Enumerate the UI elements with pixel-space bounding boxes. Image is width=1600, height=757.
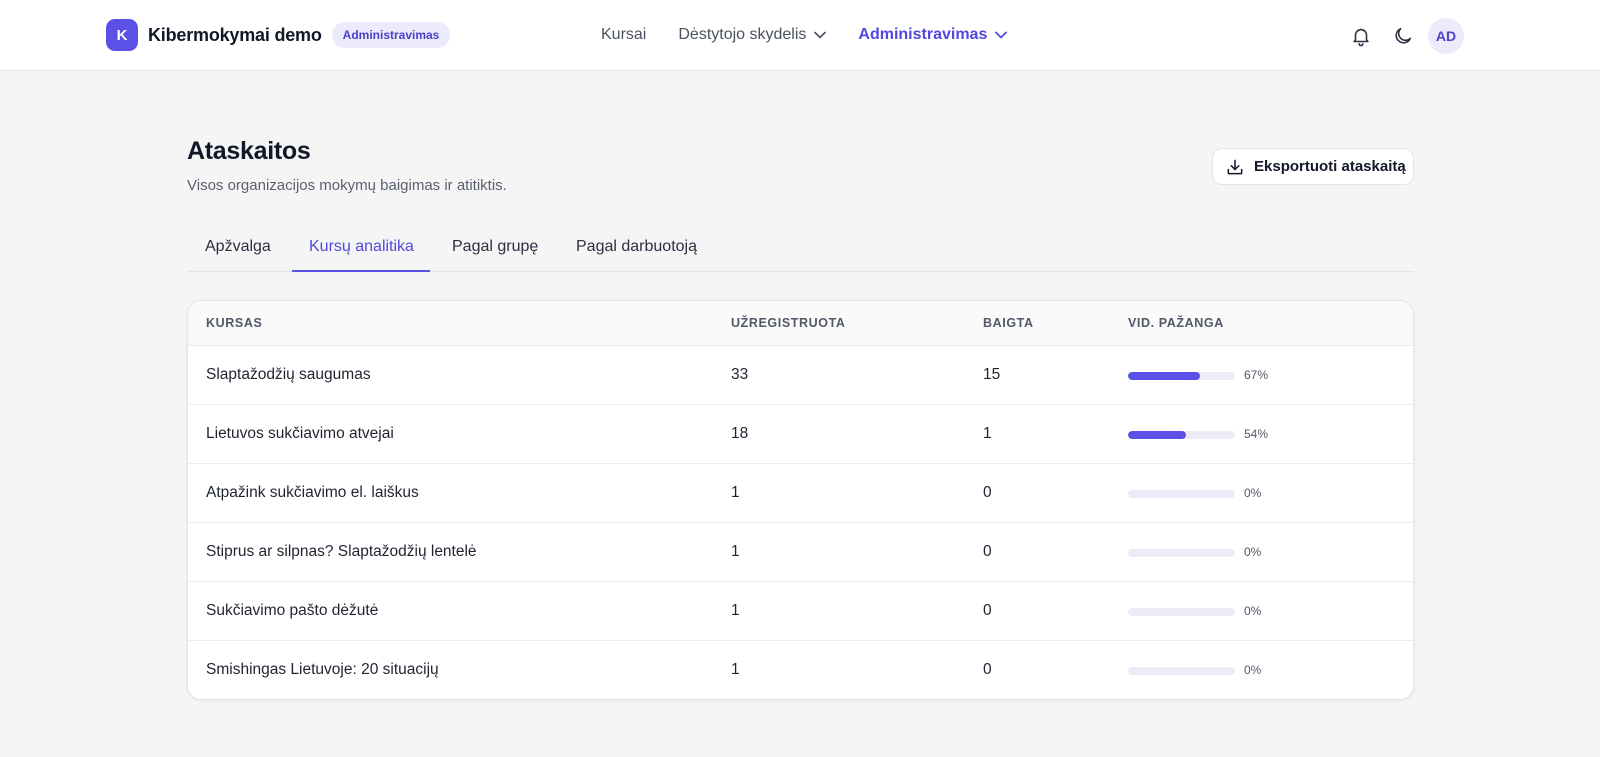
nav-item-label: Administravimas	[858, 26, 988, 43]
progress-bar	[1128, 372, 1235, 380]
course-name[interactable]: Atpažink sukčiavimo el. laiškus	[206, 484, 419, 501]
report-tabs: Apžvalga Kursų analitika Pagal grupę Pag…	[187, 226, 1414, 272]
moon-icon	[1395, 27, 1412, 44]
table-row[interactable]: Atpažink sukčiavimo el. laiškus 1 0 0%	[188, 464, 1413, 523]
completed-count: 0	[983, 484, 992, 501]
tab-label: Apžvalga	[205, 238, 271, 255]
enrolled-count: 18	[731, 425, 749, 442]
enrolled-count: 1	[731, 602, 740, 619]
export-button-label: Eksportuoti ataskaitą	[1254, 158, 1406, 175]
header-actions: AD	[1344, 18, 1464, 54]
progress-bar	[1128, 490, 1235, 498]
column-header-enrolled[interactable]: UŽREGISTRUOTA	[731, 316, 846, 330]
table-row[interactable]: Lietuvos sukčiavimo atvejai 18 1 54%	[188, 405, 1413, 464]
progress-percent: 54%	[1244, 427, 1269, 441]
tab-label: Pagal grupę	[452, 238, 539, 255]
nav-item-administravimas[interactable]: Administravimas	[858, 26, 1008, 44]
nav-item-kursai[interactable]: Kursai	[601, 26, 646, 44]
completed-count: 0	[983, 602, 992, 619]
tab-apzvalga[interactable]: Apžvalga	[187, 226, 287, 272]
progress-percent: 0%	[1244, 663, 1262, 677]
course-name[interactable]: Slaptažodžių saugumas	[206, 366, 371, 383]
course-name[interactable]: Sukčiavimo pašto dėžutė	[206, 602, 379, 619]
chevron-down-icon	[814, 31, 827, 39]
completed-count: 0	[983, 543, 992, 560]
enrolled-count: 33	[731, 366, 749, 383]
course-name[interactable]: Lietuvos sukčiavimo atvejai	[206, 425, 394, 442]
page-subtitle: Visos organizacijos mokymų baigimas ir a…	[187, 177, 507, 194]
progress-percent: 0%	[1244, 545, 1262, 559]
table-row[interactable]: Stiprus ar silpnas? Slaptažodžių lentelė…	[188, 523, 1413, 582]
nav-item-destytojo-skydelis[interactable]: Dėstytojo skydelis	[678, 26, 827, 44]
completed-count: 15	[983, 366, 1001, 383]
course-name[interactable]: Stiprus ar silpnas? Slaptažodžių lentelė	[206, 543, 477, 560]
avatar[interactable]: AD	[1428, 18, 1464, 54]
completed-count: 1	[983, 425, 992, 442]
theme-toggle-button[interactable]	[1386, 19, 1420, 53]
main-nav: Kursai Dėstytojo skydelis Administravima…	[601, 22, 1008, 48]
progress-bar	[1128, 667, 1235, 675]
table-row[interactable]: Slaptažodžių saugumas 33 15 67%	[188, 346, 1413, 405]
progress-bar	[1128, 549, 1235, 557]
nav-item-label: Dėstytojo skydelis	[678, 26, 807, 43]
progress-bar	[1128, 431, 1235, 439]
nav-item-label: Kursai	[601, 26, 647, 43]
role-badge: Administravimas	[331, 22, 451, 48]
column-header-completed[interactable]: BAIGTA	[983, 316, 1034, 330]
enrolled-count: 1	[731, 484, 740, 501]
column-header-avg-progress[interactable]: VID. PAŽANGA	[1128, 316, 1224, 330]
chevron-down-icon	[995, 31, 1008, 39]
bell-icon	[1353, 28, 1369, 47]
progress-percent: 0%	[1244, 604, 1262, 618]
enrolled-count: 1	[731, 661, 740, 678]
progress-bar	[1128, 608, 1235, 616]
tab-kursu-analitika[interactable]: Kursų analitika	[292, 226, 430, 272]
course-name[interactable]: Smishingas Lietuvoje: 20 situacijų	[206, 661, 439, 678]
export-report-button[interactable]: Eksportuoti ataskaitą	[1212, 148, 1414, 185]
progress-bar-fill	[1128, 431, 1186, 439]
brand[interactable]: K Kibermokymai demo Administravimas	[106, 19, 451, 51]
tab-pagal-grupe[interactable]: Pagal grupę	[452, 226, 562, 272]
brand-logo[interactable]: K	[106, 19, 138, 51]
download-icon	[1227, 159, 1243, 174]
table-header: KURSAS UŽREGISTRUOTA BAIGTA VID. PAŽANGA	[188, 301, 1413, 346]
table-body: Slaptažodžių saugumas 33 15 67% Lietuvos suk…	[188, 346, 1413, 699]
table-row[interactable]: Sukčiavimo pašto dėžutė 1 0 0%	[188, 582, 1413, 641]
page-title: Ataskaitos	[187, 137, 311, 165]
top-navigation-bar: K Kibermokymai demo Administravimas Kurs…	[0, 0, 1600, 71]
enrolled-count: 1	[731, 543, 740, 560]
completed-count: 0	[983, 661, 992, 678]
app-name[interactable]: Kibermokymai demo	[148, 24, 322, 45]
table-row[interactable]: Smishingas Lietuvoje: 20 situacijų 1 0 0%	[188, 641, 1413, 699]
tab-pagal-darbuotoja[interactable]: Pagal darbuotoją	[576, 226, 716, 272]
progress-percent: 67%	[1244, 368, 1269, 382]
course-analytics-table: KURSAS UŽREGISTRUOTA BAIGTA VID. PAŽANGA…	[187, 300, 1414, 700]
progress-percent: 0%	[1244, 486, 1262, 500]
tab-label: Kursų analitika	[309, 238, 414, 255]
progress-bar-fill	[1128, 372, 1200, 380]
tab-label: Pagal darbuotoją	[576, 238, 697, 255]
column-header-course[interactable]: KURSAS	[206, 316, 263, 330]
notifications-button[interactable]	[1344, 19, 1378, 53]
